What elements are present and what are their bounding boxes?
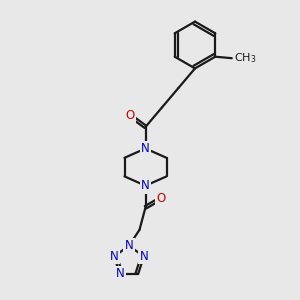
Text: O: O xyxy=(125,109,134,122)
Text: N: N xyxy=(141,179,150,192)
Text: O: O xyxy=(157,192,166,205)
Text: N: N xyxy=(140,250,148,263)
Text: N: N xyxy=(116,267,124,280)
Text: CH$_3$: CH$_3$ xyxy=(234,51,257,65)
Text: N: N xyxy=(110,250,118,263)
Text: N: N xyxy=(124,239,134,252)
Text: N: N xyxy=(141,142,150,155)
